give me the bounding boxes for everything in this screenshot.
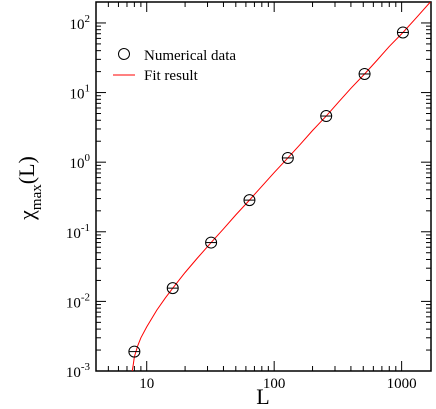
x-tick-label: 1000 <box>387 376 417 392</box>
y-tick-exponent: -3 <box>81 361 91 373</box>
y-tick-label: 102 <box>70 13 91 33</box>
y-axis-title-main: χ <box>14 210 39 221</box>
x-axis-title: L <box>256 384 269 409</box>
y-tick-label: 10-1 <box>66 222 90 242</box>
y-tick-base: 10 <box>70 156 85 172</box>
y-tick-base: 10 <box>66 226 81 242</box>
x-tick-label: 100 <box>263 376 286 392</box>
legend-label-fit: Fit result <box>144 68 199 84</box>
legend-marker-circle <box>118 48 130 60</box>
y-tick-exponent: -2 <box>81 291 90 303</box>
legend: Numerical data Fit result <box>113 48 236 84</box>
y-tick-exponent: 0 <box>85 152 91 164</box>
plot-frame <box>95 1 432 372</box>
x-tick-label: 10 <box>139 376 154 392</box>
y-axis-title: χmax(L) <box>14 156 45 221</box>
ticks <box>95 1 431 372</box>
y-tick-base: 10 <box>66 295 81 311</box>
y-axis-title-sub: max <box>29 184 45 210</box>
y-tick-base: 10 <box>70 17 85 33</box>
legend-label-data: Numerical data <box>144 48 236 64</box>
y-tick-exponent: -1 <box>81 222 90 234</box>
y-tick-label: 101 <box>70 83 91 103</box>
y-tick-label: 10-2 <box>66 291 90 311</box>
y-tick-exponent: 1 <box>85 83 91 95</box>
y-tick-label: 100 <box>70 152 91 172</box>
series-layer <box>128 2 431 371</box>
y-tick-base: 10 <box>70 87 85 103</box>
y-axis-title-tail: (L) <box>14 156 39 184</box>
y-tick-base: 10 <box>66 365 81 381</box>
y-tick-exponent: 2 <box>85 13 91 25</box>
y-tick-label: 10-3 <box>66 361 91 381</box>
